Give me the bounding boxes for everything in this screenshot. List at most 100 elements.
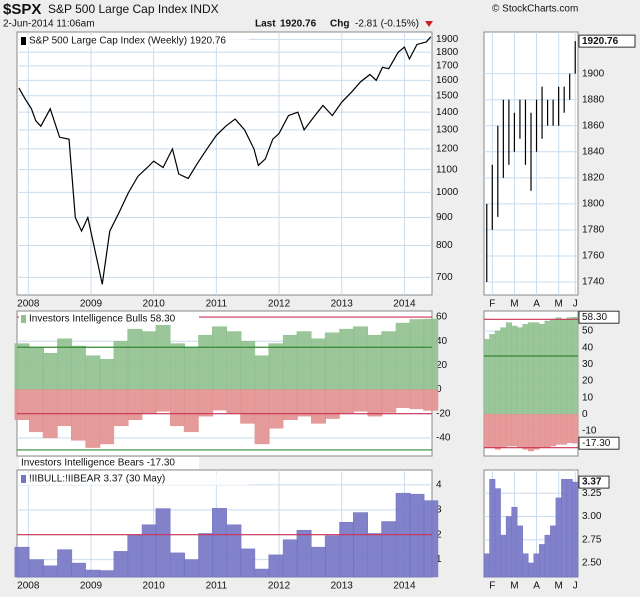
bar <box>85 569 101 578</box>
bar <box>494 488 501 578</box>
last-label: -17.30 <box>582 438 611 449</box>
y-tick-label: 4 <box>436 480 442 491</box>
y-tick-label: -20 <box>436 408 451 419</box>
last-label-box <box>578 475 610 489</box>
y-tick-label: -40 <box>436 433 451 444</box>
bar <box>339 328 355 390</box>
x-tick-label: 2012 <box>268 581 291 592</box>
bar <box>489 414 496 448</box>
y-tick-label: 1600 <box>436 75 459 86</box>
y-tick-label: 1860 <box>582 120 605 131</box>
chart-title: !IIBULL:!IIBEAR 3.37 (30 May) <box>29 474 165 485</box>
bar <box>483 339 490 415</box>
bar <box>489 479 496 578</box>
y-tick-label: 1000 <box>436 187 459 198</box>
bar <box>494 330 501 415</box>
bar <box>212 508 227 578</box>
y-tick-label: 1400 <box>436 107 459 118</box>
x-tick-label: 2008 <box>17 299 40 310</box>
bar <box>561 479 568 578</box>
bar <box>57 389 73 427</box>
x-tick-label: F <box>489 299 495 310</box>
exchange: INDX <box>190 2 219 16</box>
bar <box>42 565 58 578</box>
y-tick-label: 1900 <box>582 68 605 79</box>
bar <box>254 355 270 390</box>
last-label: 3.37 <box>582 477 602 488</box>
bar <box>28 389 44 433</box>
bar <box>572 481 579 578</box>
bar <box>409 319 425 390</box>
bar <box>353 389 368 412</box>
y-tick-label: 1500 <box>436 90 459 101</box>
bar <box>539 324 546 415</box>
y-tick-label: 900 <box>436 212 453 223</box>
legend-label: Investors Intelligence Bulls 58.30 <box>29 314 176 325</box>
bar <box>500 534 507 578</box>
y-tick-label: 3.00 <box>582 511 602 522</box>
legend-icon <box>21 315 26 323</box>
bar <box>516 525 523 578</box>
bar <box>141 331 157 390</box>
bar <box>500 414 507 448</box>
bar <box>367 334 383 390</box>
bar <box>539 544 546 578</box>
y-tick-label: 3.25 <box>582 488 602 499</box>
bar <box>57 549 73 578</box>
bar <box>566 479 573 578</box>
y-tick-label: 1840 <box>582 146 605 157</box>
bar <box>527 414 535 452</box>
bar <box>226 389 242 414</box>
x-tick-label: 2011 <box>206 581 228 592</box>
bar <box>155 508 171 578</box>
bar <box>381 389 397 413</box>
last-label: 58.30 <box>582 312 607 323</box>
bar <box>516 414 523 448</box>
bar <box>99 570 115 578</box>
bar <box>367 533 383 578</box>
y-tick-label: 2.75 <box>582 534 602 545</box>
bar <box>522 414 529 450</box>
bar <box>14 546 30 578</box>
bar <box>240 548 256 578</box>
bar <box>381 331 397 390</box>
bar <box>550 525 557 578</box>
y-tick-label: 40 <box>436 336 448 347</box>
bar <box>28 347 44 390</box>
bar <box>381 521 397 578</box>
bar <box>296 529 312 578</box>
bar <box>226 524 242 578</box>
bar <box>395 322 411 390</box>
bar <box>183 389 199 433</box>
bar <box>339 522 355 578</box>
y-tick-label: 10 <box>582 392 594 403</box>
bar <box>268 343 284 390</box>
bar <box>212 389 227 411</box>
y-tick-label: 1800 <box>582 199 605 210</box>
title-bg <box>19 35 249 47</box>
down-arrow <box>425 21 433 27</box>
bar <box>170 343 185 390</box>
y-tick-label: 1200 <box>436 144 459 155</box>
bar <box>550 414 557 447</box>
bar <box>254 389 270 445</box>
x-tick-label: 2008 <box>17 581 40 592</box>
legend-label: Investors Intelligence Bears -17.30 <box>21 458 175 469</box>
y-tick-label: 1300 <box>436 124 459 135</box>
bar <box>527 562 535 578</box>
y-tick-label: 0 <box>582 409 588 420</box>
bar <box>311 338 326 390</box>
bar <box>183 347 199 390</box>
bar <box>268 554 284 578</box>
bar <box>240 389 256 424</box>
x-tick-label: M <box>510 581 518 592</box>
title-bg <box>19 473 249 485</box>
y-tick-label: 1780 <box>582 225 605 236</box>
bar <box>70 345 86 390</box>
x-tick-label: 2012 <box>268 299 291 310</box>
bar <box>155 389 171 412</box>
credit: © StockCharts.com <box>492 4 578 15</box>
bar <box>254 568 270 578</box>
bar <box>516 327 523 415</box>
x-tick-label: 2014 <box>393 581 416 592</box>
